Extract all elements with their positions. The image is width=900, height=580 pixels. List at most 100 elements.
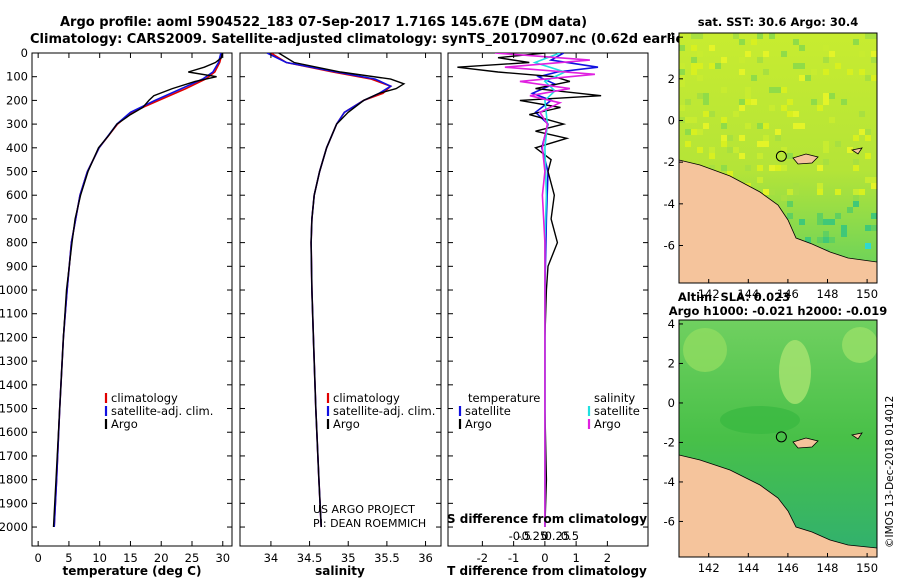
- sst-cell: [709, 63, 715, 69]
- sst-cell: [721, 87, 727, 93]
- sst-cell: [829, 93, 835, 99]
- depth-tick-label: 1800: [0, 473, 28, 487]
- differences-series-t-argo: [457, 53, 602, 528]
- sst-cell: [679, 75, 685, 81]
- sst-cell: [757, 57, 763, 63]
- sst-cell: [787, 99, 793, 105]
- sst-cell: [763, 189, 769, 195]
- sst-map-lon-label: 148: [817, 287, 839, 301]
- sst-cell: [841, 231, 847, 237]
- depth-tick-label: 600: [6, 188, 28, 202]
- depth-tick-label: 1900: [0, 496, 28, 510]
- difference-frame: [447, 52, 649, 547]
- depth-tick-label: 1100: [0, 307, 28, 321]
- sst-cell: [709, 147, 715, 153]
- sst-cell: [703, 99, 709, 105]
- sst-cell: [847, 207, 853, 213]
- sst-cell: [823, 69, 829, 75]
- sst-cell: [817, 105, 823, 111]
- depth-tick-label: 1600: [0, 425, 28, 439]
- temperature-legend-label: satellite-adj. clim.: [111, 404, 213, 418]
- depth-tick-label: 2000: [0, 520, 28, 534]
- title-line-2: Climatology: CARS2009. Satellite-adjuste…: [30, 32, 697, 47]
- sst-cell: [709, 153, 715, 159]
- sla-argo-location-marker: [775, 431, 787, 443]
- sst-cell: [823, 147, 829, 153]
- sst-cell: [817, 237, 823, 243]
- sst-cell: [679, 105, 685, 111]
- sst-cell: [853, 201, 859, 207]
- sst-map-lat-label: 2: [668, 72, 675, 86]
- depth-tick-label: 1300: [0, 354, 28, 368]
- t-difference-xlabel: T difference from climatology: [447, 564, 647, 578]
- salinity-xtick-label: 36: [418, 551, 433, 565]
- temperature-xtick-label: 5: [65, 551, 72, 565]
- depth-tick-label: 0: [21, 46, 28, 60]
- sla-map-lon-label: 146: [777, 561, 799, 575]
- sst-cell: [793, 123, 799, 129]
- sst-cell: [691, 33, 697, 39]
- s-difference-tick-label: -0.5: [509, 529, 531, 543]
- sst-cell: [745, 123, 751, 129]
- sst-cell: [781, 165, 787, 171]
- sst-cell: [835, 213, 841, 219]
- sst-cell: [679, 69, 685, 75]
- sst-cell: [685, 99, 691, 105]
- sst-cell: [787, 201, 793, 207]
- sst-cell: [685, 129, 691, 135]
- sla-map-title: Altim. SLA: 0.023: [678, 290, 790, 304]
- differences-xtick-label: 1: [572, 551, 579, 565]
- sst-cell: [751, 39, 757, 45]
- sst-cell: [871, 75, 877, 81]
- sst-cell: [703, 111, 709, 117]
- sst-cell: [721, 165, 727, 171]
- sst-cell: [823, 219, 829, 225]
- sst-cell: [781, 195, 787, 201]
- sst-cell: [793, 183, 799, 189]
- temperature-series-argo: [52, 53, 223, 528]
- temperature-xtick-label: 15: [123, 551, 138, 565]
- sst-cell: [787, 213, 793, 219]
- sst-cell: [769, 87, 775, 93]
- sst-cell: [709, 165, 715, 171]
- s-difference-tick-label: 0.5: [561, 529, 579, 543]
- sla-map-lon-label: 144: [737, 561, 759, 575]
- salinity-frame: [239, 52, 442, 547]
- sst-cell: [865, 135, 871, 141]
- salinity-series-satellite-adj-clim-: [266, 53, 393, 528]
- differences-xtick-label: -1: [508, 551, 519, 565]
- sst-cell: [817, 219, 823, 225]
- sst-cell: [865, 75, 871, 81]
- salinity-xtick-label: 35.5: [374, 551, 400, 565]
- sla-map-subtitle: Argo h1000: -0.021 h2000: -0.019: [669, 304, 888, 318]
- sst-cell: [757, 123, 763, 129]
- temperature-xtick-label: 10: [92, 551, 107, 565]
- diff-t-legend-label: Argo: [465, 417, 492, 431]
- sst-cell: [793, 111, 799, 117]
- sla-land-islet: [850, 432, 863, 440]
- sst-cell: [859, 69, 865, 75]
- sst-cell: [769, 165, 775, 171]
- sst-argo-location-marker: [775, 150, 787, 162]
- sst-cell: [781, 87, 787, 93]
- sst-cell: [823, 141, 829, 147]
- title-line-1: Argo profile: aoml 5904522_183 07-Sep-20…: [60, 15, 587, 30]
- differences-series-s-argo: [494, 53, 595, 527]
- credit-line-1: US ARGO PROJECT: [313, 503, 415, 516]
- sst-cell: [775, 165, 781, 171]
- sst-map-lat-label: 0: [668, 114, 675, 128]
- sst-land-island: [792, 153, 819, 165]
- sst-cell: [733, 111, 739, 117]
- sst-cell: [697, 75, 703, 81]
- sst-cell: [799, 75, 805, 81]
- sst-cell: [757, 165, 763, 171]
- sst-cell: [745, 33, 751, 39]
- salinity-series-argo: [278, 53, 406, 528]
- sst-cell: [733, 147, 739, 153]
- sst-cell: [697, 93, 703, 99]
- sla-map-lon-label: 150: [856, 561, 878, 575]
- sst-cell: [691, 117, 697, 123]
- sst-cell: [859, 189, 865, 195]
- sst-cell: [769, 33, 775, 39]
